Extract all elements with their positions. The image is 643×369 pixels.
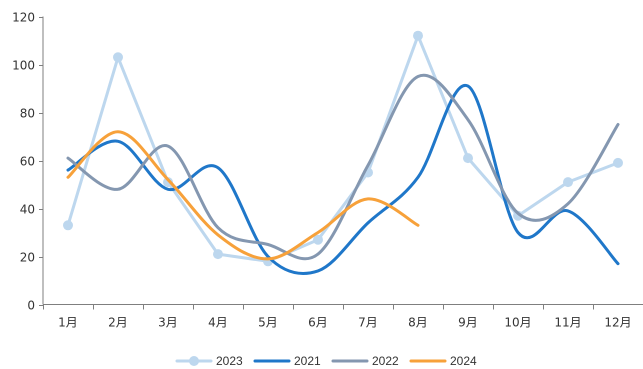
x-axis: 1月 2月 3月 4月 5月 6月 7月 8月 9月 10月 11月 12月 <box>43 304 643 330</box>
series-2021 <box>66 84 620 275</box>
data-point-2023-3月 <box>163 177 173 188</box>
series-line-2024 <box>66 130 420 261</box>
series-line-2021 <box>66 84 620 275</box>
x-tick-label: 11月 <box>554 316 581 330</box>
y-tick-label: 60 <box>20 155 35 169</box>
y-axis: 0 20 40 60 80 100 120 <box>12 11 44 313</box>
series-line-2023 <box>66 34 620 263</box>
legend-item-2024: 2024 <box>409 354 477 368</box>
data-point-2023-11月 <box>563 177 573 188</box>
legend-marker <box>189 356 199 366</box>
data-point-2023-1月 <box>63 220 73 231</box>
legend-label: 2022 <box>372 354 399 368</box>
data-point-2023-4月 <box>213 249 223 260</box>
legend-label: 2023 <box>216 354 243 368</box>
x-tick-label: 1月 <box>58 316 78 330</box>
legend-item-2022: 2022 <box>331 354 399 368</box>
legend-item-2023: 2023 <box>175 354 243 368</box>
y-tick-label: 20 <box>20 251 35 265</box>
x-tick-label: 6月 <box>308 316 328 330</box>
data-point-2023-9月 <box>463 153 473 164</box>
x-tick-label: 8月 <box>408 316 428 330</box>
x-tick-label: 5月 <box>258 316 278 330</box>
y-tick-label: 100 <box>12 59 35 73</box>
x-tick-label: 2月 <box>108 316 128 330</box>
legend-item-2021: 2021 <box>253 354 321 368</box>
legend-label: 2024 <box>450 354 477 368</box>
x-tick-label: 10月 <box>504 316 531 330</box>
y-tick-label: 0 <box>27 299 35 313</box>
legend-label: 2021 <box>294 354 321 368</box>
y-tick-label: 80 <box>20 107 35 121</box>
series-line-2022 <box>66 73 620 261</box>
series-2024 <box>66 130 420 261</box>
series-2022 <box>66 73 620 261</box>
x-tick-label: 7月 <box>358 316 378 330</box>
data-point-2023-12月 <box>613 157 623 168</box>
x-tick-label: 9月 <box>458 316 478 330</box>
y-tick-label: 120 <box>12 11 35 25</box>
x-tick-label: 4月 <box>208 316 228 330</box>
y-tick-label: 40 <box>20 203 35 217</box>
legend: 2023 2021 2022 2024 <box>175 354 477 368</box>
data-point-2023-10月 <box>513 210 523 221</box>
series-layer <box>63 30 623 275</box>
series-2023 <box>63 30 623 267</box>
x-tick-label: 12月 <box>604 316 631 330</box>
x-tick-label: 3月 <box>158 316 178 330</box>
data-point-2023-2月 <box>113 52 123 63</box>
data-point-2023-6月 <box>313 234 323 245</box>
data-point-2023-8月 <box>413 30 423 41</box>
